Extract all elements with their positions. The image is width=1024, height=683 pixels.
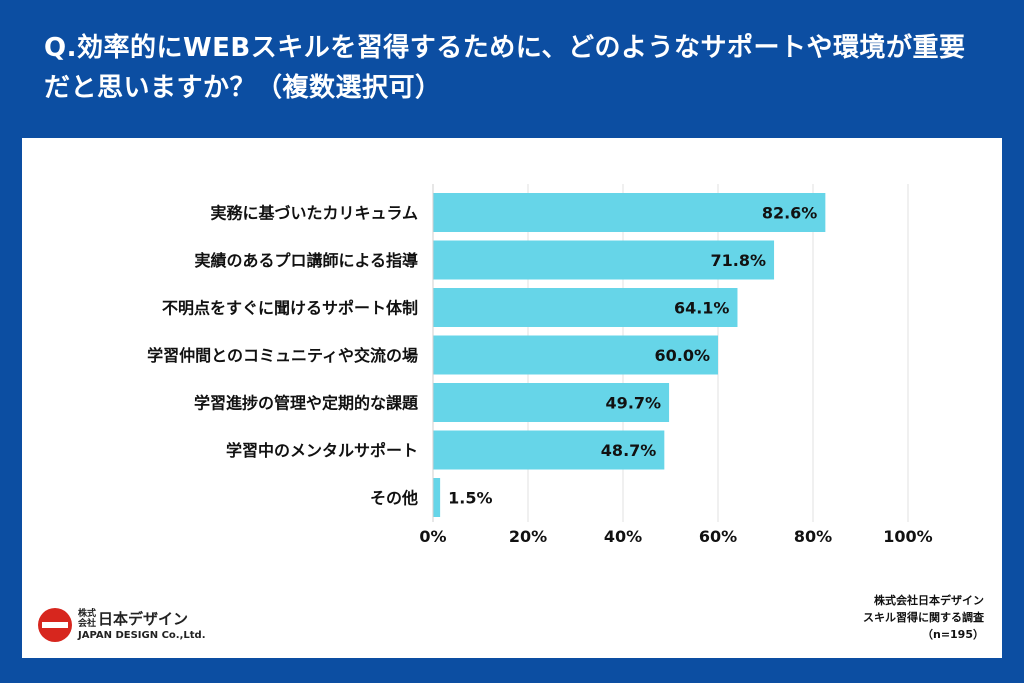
value-label: 64.1%: [674, 299, 730, 318]
source-sample: （n=195）: [921, 628, 984, 641]
category-label: 不明点をすぐに聞けるサポート体制: [162, 299, 418, 318]
logo-kabushiki: 株式会社: [78, 609, 97, 629]
value-label: 48.7%: [601, 441, 657, 460]
category-label: 実績のあるプロ講師による指導: [194, 251, 418, 270]
bar: [433, 430, 665, 470]
bar: [433, 288, 738, 327]
value-label: 60.0%: [654, 346, 710, 365]
logo-name: 日本デザイン: [98, 610, 189, 628]
survey-source: 株式会社日本デザイン スキル習得に関する調査 （n=195）: [863, 592, 984, 643]
question-title: Q.効率的にWEBスキルを習得するために、どのようなサポートや環境が重要だと思い…: [44, 33, 966, 103]
bar: [433, 478, 441, 517]
category-label: その他: [370, 489, 418, 508]
x-tick-label: 40%: [604, 527, 642, 546]
value-label: 1.5%: [448, 489, 492, 508]
bar: [433, 193, 826, 232]
category-label: 学習仲間とのコミュニティや交流の場: [147, 346, 418, 365]
bar: [433, 335, 718, 375]
x-tick-label: 0%: [419, 527, 446, 546]
bar: [433, 383, 670, 422]
value-label: 71.8%: [711, 251, 767, 270]
category-label: 学習中のメンタルサポート: [226, 441, 418, 460]
value-label: 82.6%: [762, 204, 818, 223]
source-survey: スキル習得に関する調査: [863, 611, 984, 624]
company-logo: 株式会社 日本デザイン JAPAN DESIGN Co.,Ltd.: [38, 606, 238, 646]
logo-mark-icon: [38, 608, 72, 642]
bar: [433, 240, 775, 280]
value-label: 49.7%: [606, 394, 662, 413]
x-tick-label: 100%: [883, 527, 932, 546]
category-label: 学習進捗の管理や定期的な課題: [194, 394, 419, 413]
source-company: 株式会社日本デザイン: [874, 594, 984, 607]
category-label: 実務に基づいたカリキュラム: [210, 204, 418, 223]
x-tick-label: 80%: [794, 527, 832, 546]
x-tick-label: 20%: [509, 527, 547, 546]
x-tick-label: 60%: [699, 527, 737, 546]
logo-english: JAPAN DESIGN Co.,Ltd.: [78, 630, 206, 641]
